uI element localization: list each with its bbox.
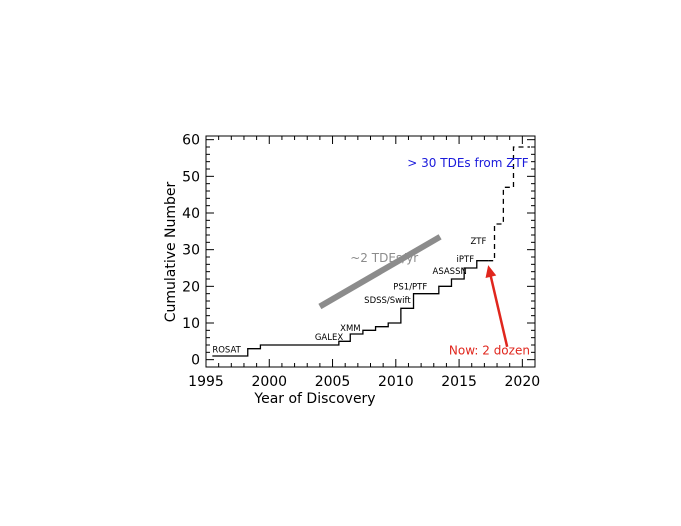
y-tick-label: 0: [191, 353, 200, 369]
survey-label: ROSAT: [212, 345, 241, 355]
y-tick-label: 40: [182, 206, 200, 222]
survey-label: ASASSN: [433, 267, 467, 277]
x-axis-title: Year of Discovery: [253, 391, 375, 407]
survey-label: iPTF: [457, 255, 475, 265]
y-tick-label: 30: [182, 243, 200, 259]
series-dashed-line: [488, 146, 530, 262]
axis-ticks: 1995 2000 2005 2010 2015 2020 0 10 20 30 40 50 60: [182, 133, 540, 390]
x-tick-label: 1995: [188, 374, 224, 390]
now-arrow-head: [485, 265, 497, 278]
survey-label: SDSS/Swift: [364, 296, 411, 306]
survey-label: ZTF: [470, 237, 486, 247]
now-label: Now: 2 dozen: [449, 344, 530, 358]
rate-label: ~2 TDEs/yr: [350, 251, 418, 265]
survey-label: PS1/PTF: [393, 282, 427, 292]
x-tick-label: 2000: [251, 374, 287, 390]
y-axis-title: Cumulative Number: [163, 181, 179, 322]
x-tick-label: 2015: [441, 374, 477, 390]
x-tick-label: 2010: [378, 374, 414, 390]
y-tick-label: 10: [182, 316, 200, 332]
ztf-note: > 30 TDEs from ZTF: [407, 156, 528, 170]
y-tick-label: 60: [182, 133, 200, 149]
x-tick-label: 2020: [505, 374, 541, 390]
x-tick-label: 2005: [315, 374, 351, 390]
y-tick-label: 50: [182, 169, 200, 185]
now-arrow-shaft: [487, 268, 509, 348]
survey-label: XMM: [340, 324, 361, 334]
series-solid-line: [212, 260, 489, 357]
y-tick-label: 20: [182, 279, 200, 295]
survey-label: GALEX: [315, 333, 344, 343]
rate-trend-line: [318, 234, 442, 310]
